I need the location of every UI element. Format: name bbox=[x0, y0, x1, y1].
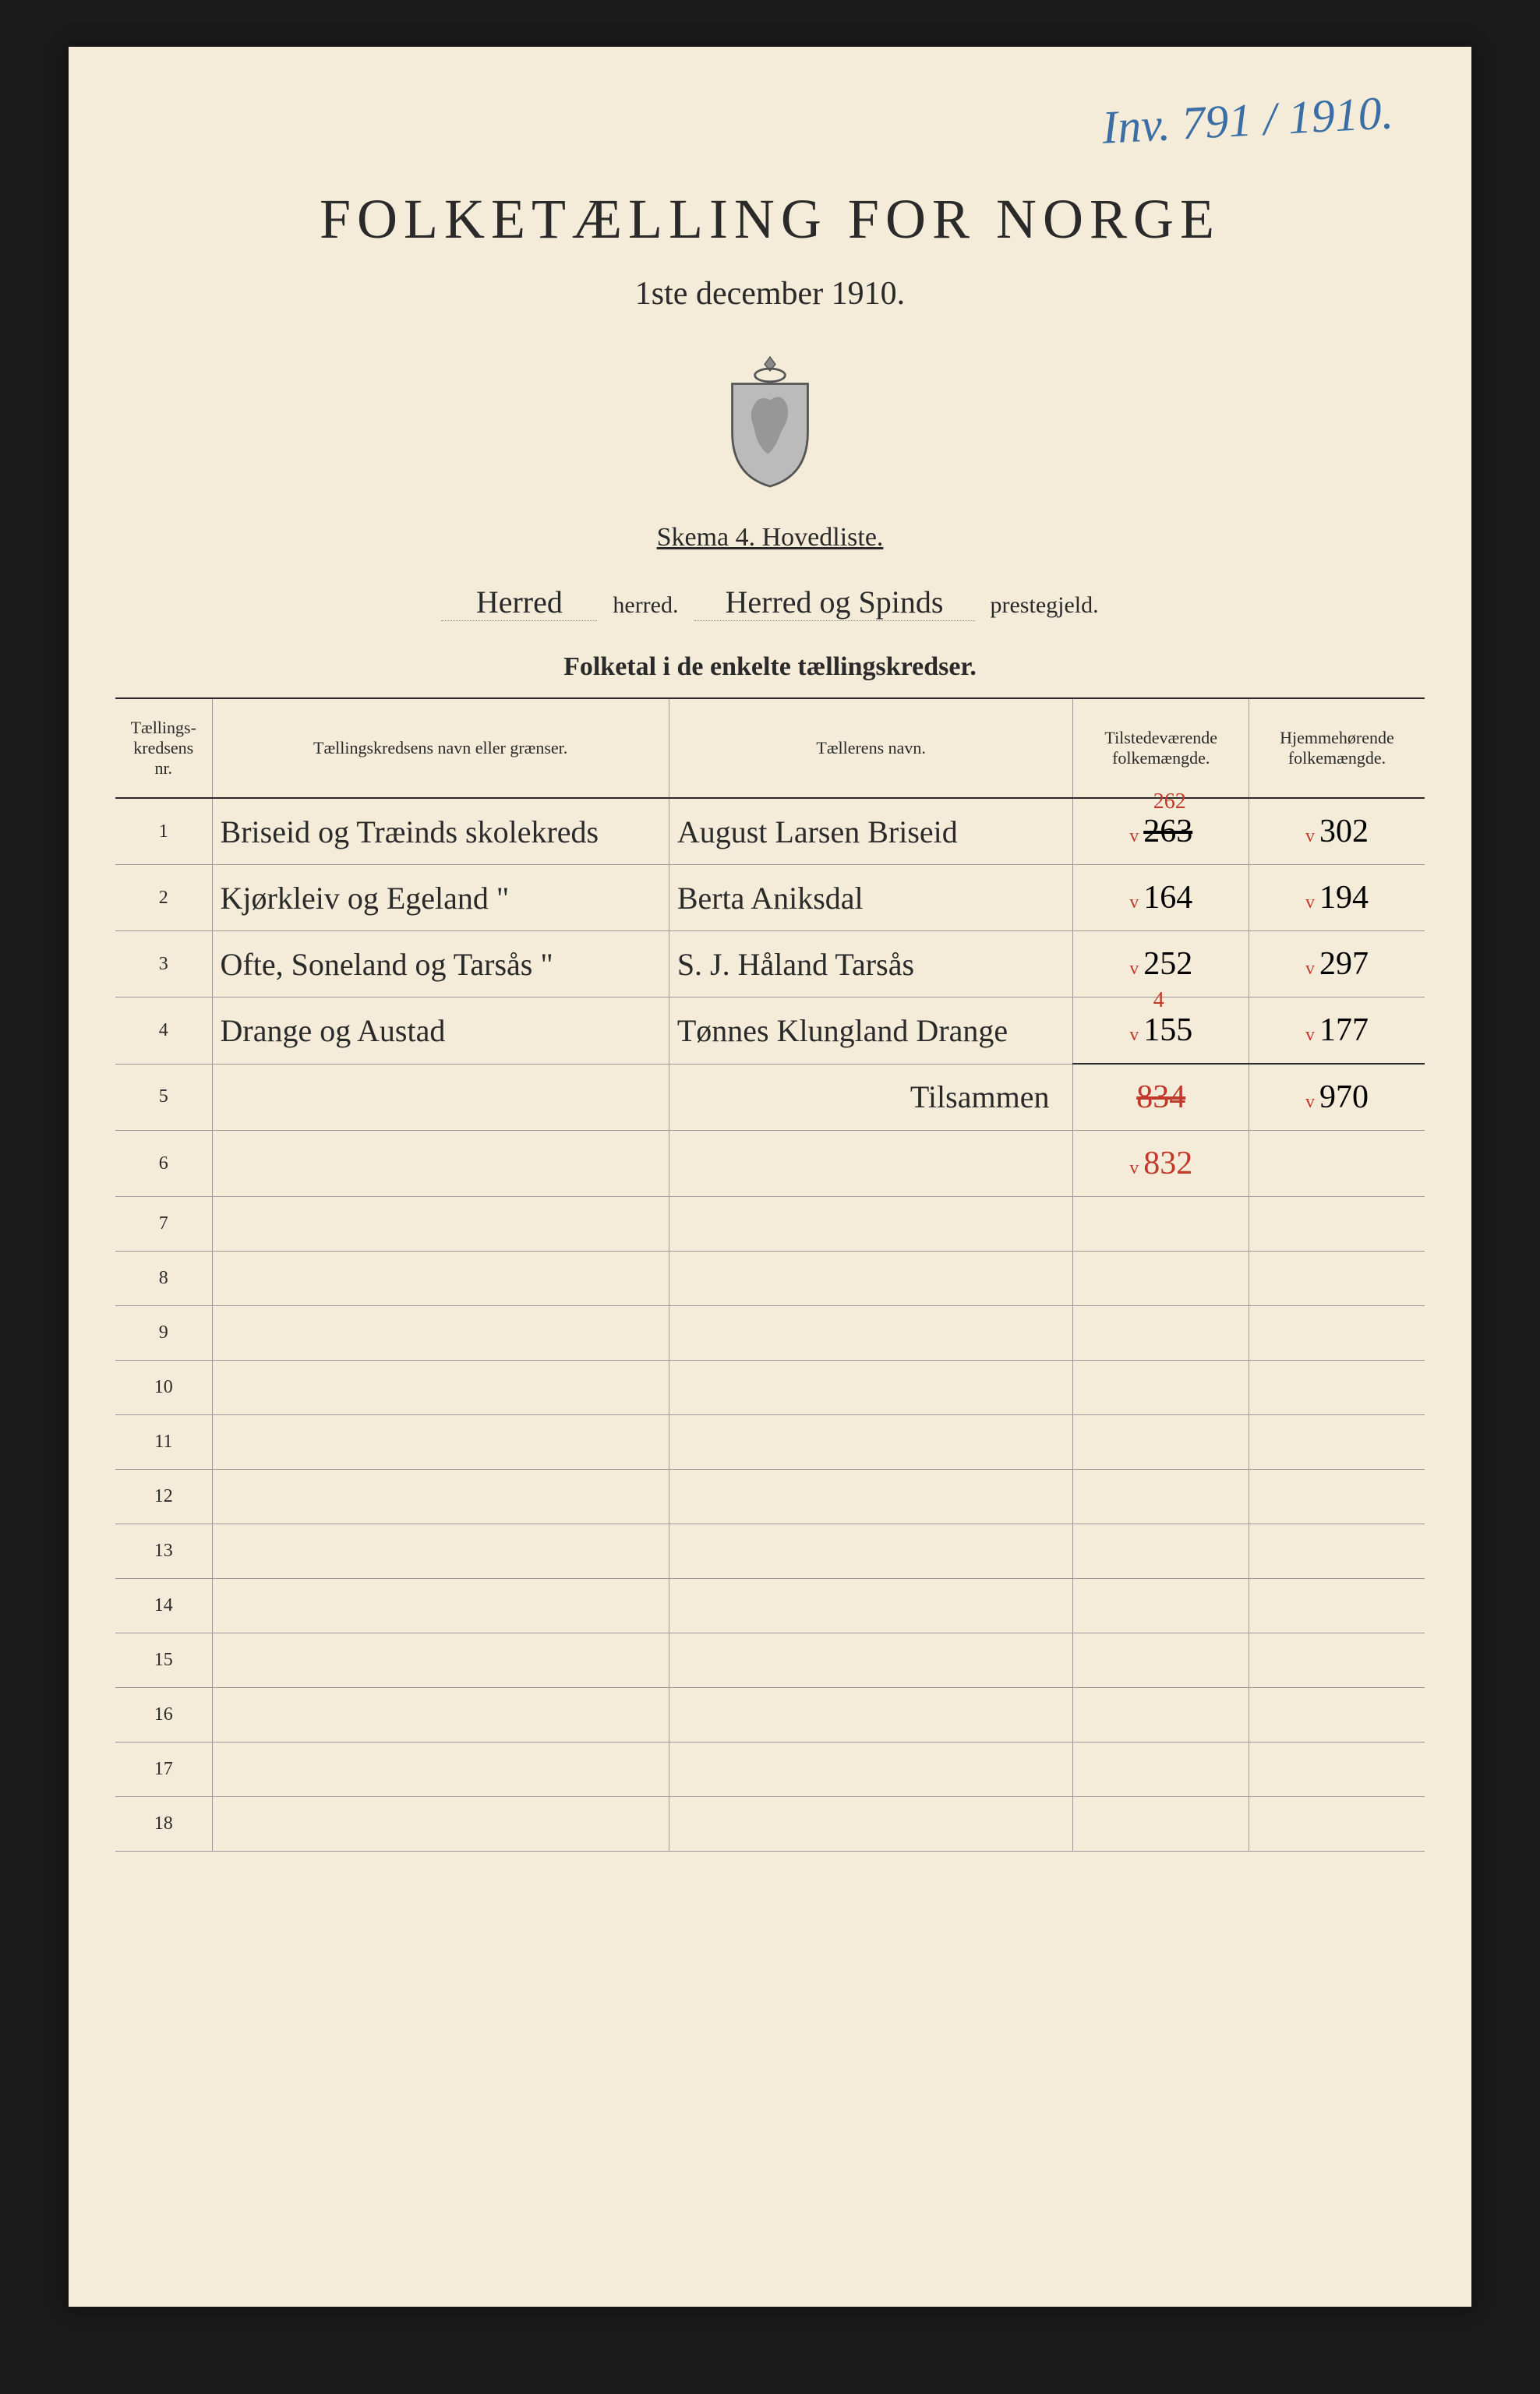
empty-row: 16 bbox=[115, 1688, 1425, 1743]
row-number: 1 bbox=[115, 798, 212, 865]
present-count: v164 bbox=[1073, 865, 1249, 931]
coat-of-arms-icon bbox=[715, 351, 825, 492]
table-body: 1 Briseid og Træinds skolekreds August L… bbox=[115, 798, 1425, 1852]
row-number: 9 bbox=[115, 1306, 212, 1361]
row-number: 14 bbox=[115, 1579, 212, 1633]
prestegjeld-label: prestegjeld. bbox=[991, 592, 1099, 619]
herred-label: herred. bbox=[613, 592, 678, 619]
correction-row: 6 v832 bbox=[115, 1131, 1425, 1197]
teller-name: Berta Aniksdal bbox=[669, 865, 1073, 931]
row-number: 17 bbox=[115, 1743, 212, 1797]
date-subtitle: 1ste december 1910. bbox=[115, 275, 1425, 312]
kreds-name: Kjørkleiv og Egeland " bbox=[212, 865, 669, 931]
home-count: v177 bbox=[1249, 998, 1425, 1065]
row-number: 4 bbox=[115, 998, 212, 1065]
col-header-present: Tilstedeværende folkemængde. bbox=[1073, 698, 1249, 798]
table-row: 4 Drange og Austad Tønnes Klungland Dran… bbox=[115, 998, 1425, 1065]
present-count: v252 bbox=[1073, 931, 1249, 998]
present-count: 262v263 bbox=[1073, 798, 1249, 865]
row-number: 8 bbox=[115, 1252, 212, 1306]
empty-row: 14 bbox=[115, 1579, 1425, 1633]
prestegjeld-value: Herred og Spinds bbox=[694, 584, 975, 621]
col-header-home: Hjemmehørende folkemængde. bbox=[1249, 698, 1425, 798]
totals-present: 834 bbox=[1073, 1064, 1249, 1131]
main-title: FOLKETÆLLING FOR NORGE bbox=[115, 187, 1425, 252]
empty-row: 11 bbox=[115, 1415, 1425, 1470]
row-number: 3 bbox=[115, 931, 212, 998]
kreds-name: Ofte, Soneland og Tarsås " bbox=[212, 931, 669, 998]
col-header-teller: Tællerens navn. bbox=[669, 698, 1073, 798]
corrected-present: v832 bbox=[1073, 1131, 1249, 1197]
kreds-name: Briseid og Træinds skolekreds bbox=[212, 798, 669, 865]
teller-name: August Larsen Briseid bbox=[669, 798, 1073, 865]
home-count: v194 bbox=[1249, 865, 1425, 931]
home-count: v302 bbox=[1249, 798, 1425, 865]
empty-row: 18 bbox=[115, 1797, 1425, 1852]
empty-row: 7 bbox=[115, 1197, 1425, 1252]
teller-name: S. J. Håland Tarsås bbox=[669, 931, 1073, 998]
totals-home: v970 bbox=[1249, 1064, 1425, 1131]
col-header-name: Tællingskredsens navn eller grænser. bbox=[212, 698, 669, 798]
row-number: 18 bbox=[115, 1797, 212, 1852]
teller-name: Tønnes Klungland Drange bbox=[669, 998, 1073, 1065]
row-number: 2 bbox=[115, 865, 212, 931]
row-number: 15 bbox=[115, 1633, 212, 1688]
row-number: 12 bbox=[115, 1470, 212, 1524]
table-row: 3 Ofte, Soneland og Tarsås " S. J. Hålan… bbox=[115, 931, 1425, 998]
kreds-name: Drange og Austad bbox=[212, 998, 669, 1065]
row-number: 13 bbox=[115, 1524, 212, 1579]
herred-row: Herred herred. Herred og Spinds prestegj… bbox=[115, 584, 1425, 621]
row-number: 11 bbox=[115, 1415, 212, 1470]
header-block: FOLKETÆLLING FOR NORGE 1ste december 191… bbox=[115, 187, 1425, 682]
table-row: 2 Kjørkleiv og Egeland " Berta Aniksdal … bbox=[115, 865, 1425, 931]
row-number: 7 bbox=[115, 1197, 212, 1252]
empty-row: 13 bbox=[115, 1524, 1425, 1579]
row-number: 10 bbox=[115, 1361, 212, 1415]
table-header-row: Tællings- kredsens nr. Tællingskredsens … bbox=[115, 698, 1425, 798]
empty-row: 10 bbox=[115, 1361, 1425, 1415]
census-table: Tællings- kredsens nr. Tællingskredsens … bbox=[115, 697, 1425, 1852]
empty-row: 12 bbox=[115, 1470, 1425, 1524]
row-number: 6 bbox=[115, 1131, 212, 1197]
empty-row: 15 bbox=[115, 1633, 1425, 1688]
row-number: 5 bbox=[115, 1064, 212, 1131]
empty-row: 17 bbox=[115, 1743, 1425, 1797]
document-page: Inv. 791 / 1910. FOLKETÆLLING FOR NORGE … bbox=[69, 47, 1471, 2307]
section-title: Folketal i de enkelte tællingskredser. bbox=[115, 652, 1425, 682]
totals-label: Tilsammen bbox=[669, 1064, 1073, 1131]
herred-value: Herred bbox=[441, 584, 597, 621]
empty-row: 9 bbox=[115, 1306, 1425, 1361]
present-count: 4v155 bbox=[1073, 998, 1249, 1065]
home-count: v297 bbox=[1249, 931, 1425, 998]
inventory-stamp: Inv. 791 / 1910. bbox=[1101, 86, 1395, 154]
empty-row: 8 bbox=[115, 1252, 1425, 1306]
skema-line: Skema 4. Hovedliste. bbox=[115, 523, 1425, 553]
table-row: 1 Briseid og Træinds skolekreds August L… bbox=[115, 798, 1425, 865]
col-header-nr: Tællings- kredsens nr. bbox=[115, 698, 212, 798]
totals-row: 5 Tilsammen 834 v970 bbox=[115, 1064, 1425, 1131]
row-number: 16 bbox=[115, 1688, 212, 1743]
